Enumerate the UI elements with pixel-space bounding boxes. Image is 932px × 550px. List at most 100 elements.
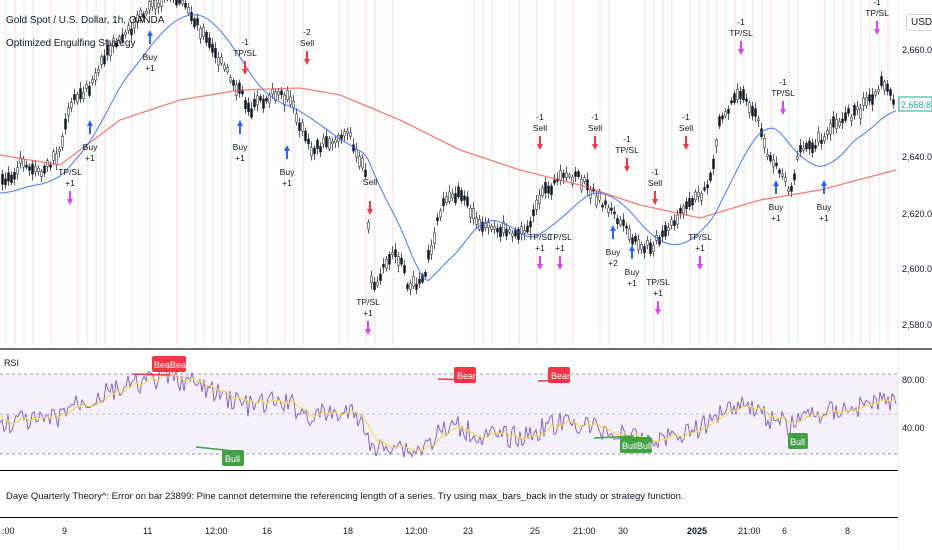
svg-text:-1: -1	[536, 112, 544, 122]
rsi-pane: RSI 80.00 40.00 BeaBear Bear Bear Bull B…	[0, 356, 925, 466]
last-price-value: 2,658.815	[901, 100, 932, 110]
time-axis-label: 18	[343, 526, 353, 536]
svg-text:TP/SL: TP/SL	[58, 167, 82, 177]
trade-annotation-buy: Buy+1	[817, 180, 832, 223]
trade-annotation-buy: Buy+1	[143, 30, 158, 73]
svg-text:TP/SL: TP/SL	[548, 232, 572, 242]
trade-annotation-buy: Buy+1	[625, 245, 640, 288]
price-tick: 2,580.000	[902, 320, 932, 330]
bull-divergence-label	[222, 450, 244, 466]
price-tick: 2,600.000	[902, 264, 932, 274]
trade-annotation-buy: Buy+2	[606, 225, 621, 268]
time-axis-label: 25	[530, 526, 540, 536]
last-price-tag: 2,658.815	[898, 96, 932, 112]
time-axis-label: 9	[62, 526, 67, 536]
svg-text:-1: -1	[623, 134, 631, 144]
svg-text:+1: +1	[555, 243, 565, 253]
svg-text:Buy: Buy	[606, 247, 621, 257]
time-axis[interactable]: :00 9 11 12:00 16 18 12:00 23 25 21:00 30 2025 21:00…	[0, 515, 898, 536]
svg-text:TP/SL: TP/SL	[729, 28, 753, 38]
rsi-tick: 80.00	[902, 375, 925, 385]
strategy-title[interactable]: Optimized Engulfing Strategy	[6, 38, 136, 49]
rsi-band	[0, 374, 898, 454]
svg-text:TP/SL: TP/SL	[771, 88, 795, 98]
svg-text:Buy: Buy	[233, 142, 248, 152]
candlestick-series	[1, 0, 895, 296]
svg-text:-1: -1	[779, 77, 787, 87]
svg-text:TP/SL: TP/SL	[688, 232, 712, 242]
trade-annotation-tp: TP/SL+1	[548, 232, 572, 270]
bear-divergence-label	[152, 356, 186, 372]
time-axis-label: 16	[262, 526, 272, 536]
trade-annotation-buy: Buy+1	[769, 180, 784, 223]
svg-text:+1: +1	[653, 288, 663, 298]
svg-text:+1: +1	[235, 153, 245, 163]
trade-annotation-tp: -1TP/SL	[771, 77, 795, 115]
trade-annotation-buy: Buy+1	[280, 145, 295, 188]
svg-text:Buy: Buy	[769, 202, 784, 212]
svg-text:+1: +1	[145, 63, 155, 73]
svg-text:Sell: Sell	[300, 38, 314, 48]
svg-text:TP/SL: TP/SL	[615, 145, 639, 155]
time-axis-label: 12:00	[205, 526, 228, 536]
trade-annotation-tp: TP/SL+1	[356, 297, 380, 335]
svg-text:BeaBear: BeaBear	[154, 360, 189, 370]
svg-text:Sell: Sell	[363, 177, 377, 187]
time-axis-label: 30	[618, 526, 628, 536]
rsi-tick: 40.00	[902, 423, 925, 433]
svg-text:TP/SL: TP/SL	[865, 8, 889, 18]
svg-text:Sell: Sell	[588, 123, 602, 133]
svg-text:+1: +1	[65, 178, 75, 188]
currency-button[interactable]: USD	[906, 14, 932, 31]
trade-annotation-sell: Sell	[363, 177, 377, 215]
svg-text:TP/SL: TP/SL	[528, 232, 552, 242]
trade-annotation-buy: Buy+1	[233, 120, 248, 163]
rsi-ma-line	[0, 373, 897, 452]
error-message: Daye Quarterly Theory^: Error on bar 238…	[6, 491, 684, 502]
svg-text:Sell: Sell	[533, 123, 547, 133]
svg-text:TP/SL: TP/SL	[233, 48, 257, 58]
svg-text:-1: -1	[591, 112, 599, 122]
svg-text:Buy: Buy	[83, 142, 98, 152]
price-tick: 2,640.000	[902, 152, 932, 162]
svg-text:Bear: Bear	[551, 371, 570, 381]
svg-text:+2: +2	[608, 258, 618, 268]
svg-text:TP/SL: TP/SL	[356, 297, 380, 307]
rsi-title: RSI	[4, 358, 19, 368]
price-tick: 2,620.000	[902, 209, 932, 219]
trade-annotation-sell: -1TP/SL	[233, 37, 257, 75]
time-axis-label: 21:00	[573, 526, 596, 536]
bear-divergence-label	[548, 367, 570, 383]
svg-text:Buy: Buy	[817, 202, 832, 212]
slow-moving-average-line	[0, 87, 897, 219]
price-tick: 2,660.000	[902, 45, 932, 55]
svg-text:TP/SL: TP/SL	[646, 277, 670, 287]
trade-annotation-tp: -1TP/SL	[865, 0, 889, 35]
trade-annotation-sell: -1TP/SL	[615, 134, 639, 172]
time-axis-label: 21:00	[738, 526, 761, 536]
time-axis-label: 23	[463, 526, 473, 536]
price-axis[interactable]: 2,660.000 2,640.000 2,620.000 2,600.000 …	[897, 0, 932, 550]
svg-text:-1: -1	[737, 17, 745, 27]
svg-text:-1: -1	[873, 0, 881, 7]
svg-text:Bull: Bull	[225, 454, 240, 464]
time-axis-label: :00	[2, 526, 15, 536]
fast-moving-average-line	[0, 14, 897, 282]
time-axis-label: 12:00	[405, 526, 428, 536]
bull-divergence-label	[620, 437, 652, 453]
svg-text:+1: +1	[363, 308, 373, 318]
svg-text:+1: +1	[695, 243, 705, 253]
bear-divergence-label	[454, 367, 476, 383]
trade-annotation-tp: TP/SL+1	[528, 232, 552, 270]
svg-text:Sell: Sell	[648, 178, 662, 188]
symbol-title[interactable]: Gold Spot / U.S. Dollar, 1h, OANDA	[6, 15, 165, 26]
trade-annotation-tp: TP/SL+1	[646, 277, 670, 315]
trade-annotation-tp: TP/SL+1	[58, 167, 82, 205]
svg-text:-1: -1	[682, 112, 690, 122]
